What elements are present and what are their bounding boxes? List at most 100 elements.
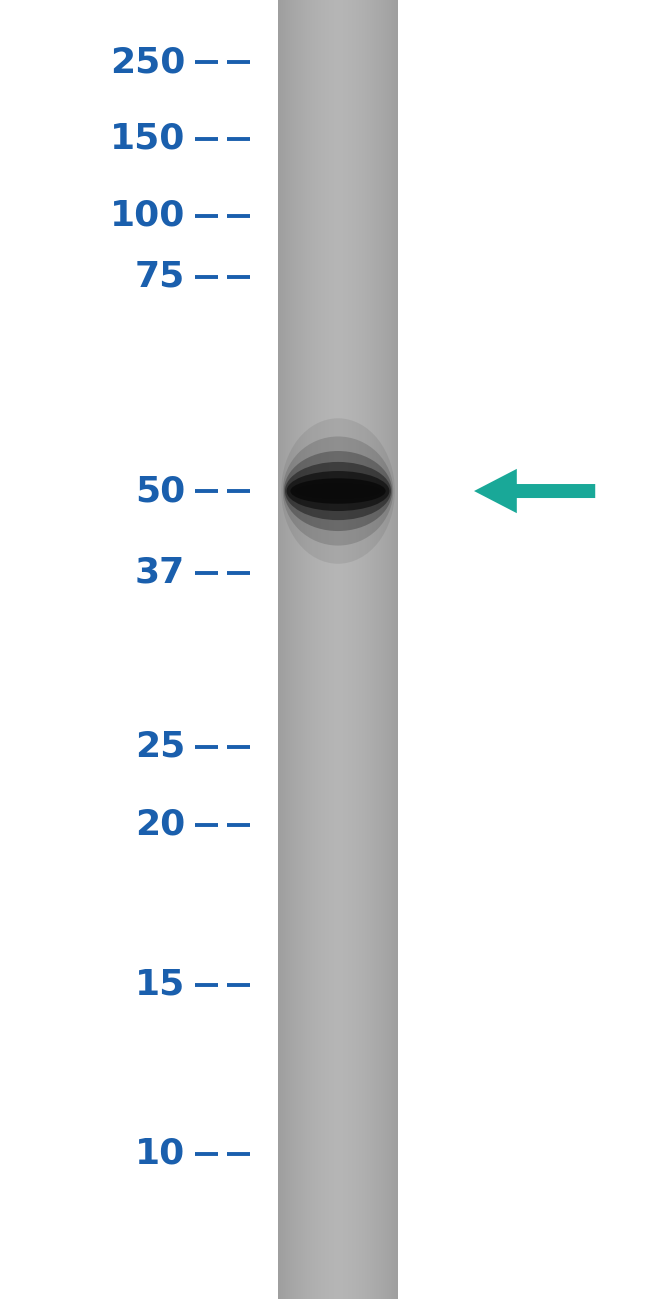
Bar [357,0,358,1299]
Bar [305,0,306,1299]
Bar [309,0,310,1299]
Bar [381,0,382,1299]
Bar [365,0,366,1299]
Bar [351,0,352,1299]
Bar [378,0,379,1299]
Bar [308,0,309,1299]
Bar [310,0,311,1299]
Bar [360,0,361,1299]
Bar [352,0,353,1299]
Text: 15: 15 [135,968,185,1002]
Bar [363,0,364,1299]
Bar [391,0,392,1299]
Ellipse shape [291,478,385,504]
Bar [338,0,339,1299]
Bar [292,0,293,1299]
Bar [326,0,327,1299]
Bar [302,0,303,1299]
Bar [336,0,337,1299]
Bar [353,0,354,1299]
Bar [367,0,368,1299]
Bar [359,0,360,1299]
Bar [289,0,290,1299]
Text: 10: 10 [135,1137,185,1170]
Bar [337,0,338,1299]
Bar [306,0,307,1299]
Bar [327,0,328,1299]
Bar [387,0,388,1299]
Bar [311,0,312,1299]
Ellipse shape [296,483,380,499]
Bar [282,0,283,1299]
Bar [394,0,395,1299]
Bar [301,0,302,1299]
Bar [390,0,391,1299]
Bar [294,0,295,1299]
Bar [303,0,304,1299]
Bar [349,0,350,1299]
Bar [312,0,313,1299]
Bar [288,0,289,1299]
Bar [372,0,373,1299]
Bar [328,0,329,1299]
Bar [348,0,349,1299]
Bar [330,0,331,1299]
Bar [386,0,387,1299]
Bar [315,0,316,1299]
Bar [323,0,324,1299]
Bar [356,0,357,1299]
Text: 250: 250 [110,45,185,79]
Bar [385,0,386,1299]
Bar [397,0,398,1299]
Bar [392,0,393,1299]
Bar [366,0,367,1299]
Bar [291,0,292,1299]
Bar [371,0,372,1299]
Bar [376,0,377,1299]
Bar [278,0,279,1299]
Bar [374,0,375,1299]
Bar [389,0,390,1299]
Bar [307,0,308,1299]
Bar [395,0,396,1299]
Bar [368,0,369,1299]
Bar [322,0,323,1299]
Text: 75: 75 [135,260,185,294]
Bar [324,0,325,1299]
Bar [384,0,385,1299]
Text: 50: 50 [135,474,185,508]
Bar [280,0,281,1299]
Bar [300,0,301,1299]
Bar [350,0,351,1299]
Bar [377,0,378,1299]
Bar [279,0,280,1299]
Bar [346,0,347,1299]
Bar [396,0,397,1299]
Bar [375,0,376,1299]
Text: 100: 100 [110,199,185,233]
Bar [343,0,344,1299]
Bar [317,0,318,1299]
Bar [290,0,291,1299]
Bar [370,0,371,1299]
Bar [287,0,288,1299]
Bar [296,0,297,1299]
Bar [314,0,315,1299]
Bar [335,0,336,1299]
Bar [355,0,356,1299]
Bar [364,0,365,1299]
Bar [295,0,296,1299]
Bar [362,0,363,1299]
Bar [383,0,384,1299]
Bar [380,0,381,1299]
Bar [358,0,359,1299]
Bar [334,0,335,1299]
Bar [393,0,394,1299]
Text: 20: 20 [135,808,185,842]
Bar [284,0,285,1299]
Ellipse shape [283,436,393,546]
Bar [283,0,284,1299]
Bar [281,0,282,1299]
Bar [354,0,355,1299]
Bar [333,0,334,1299]
